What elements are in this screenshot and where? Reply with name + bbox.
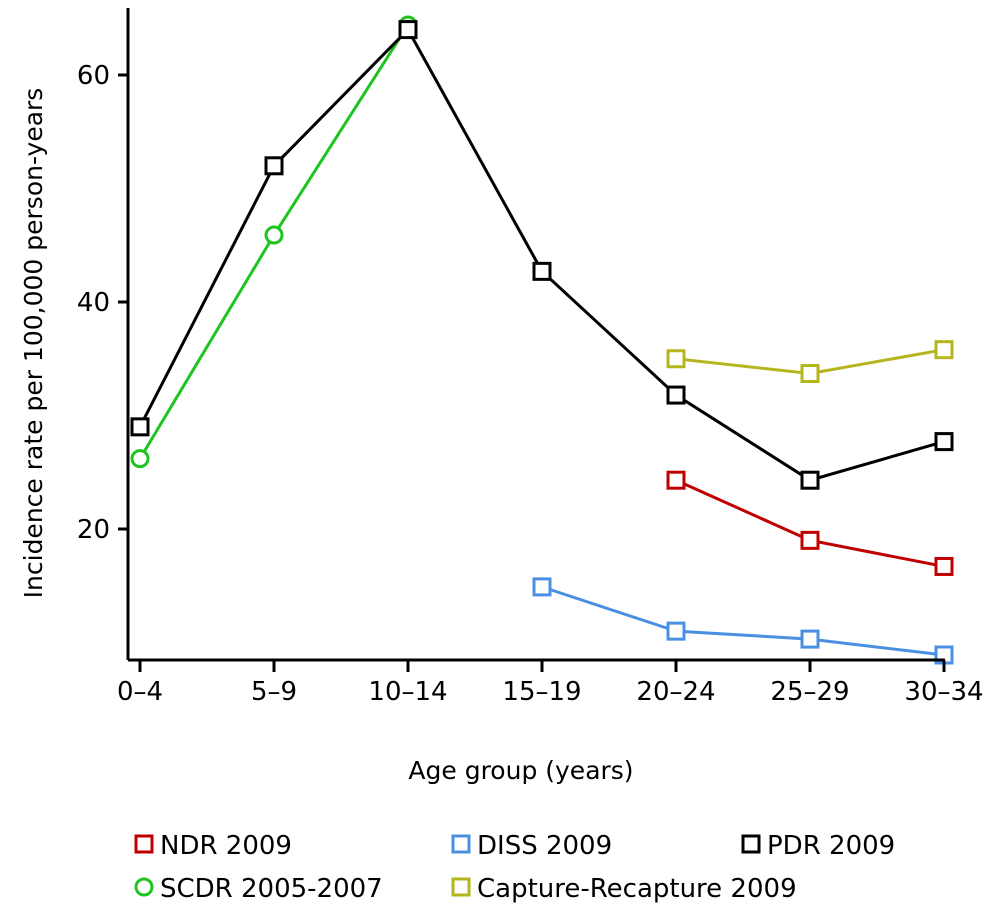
plot-area (130, 15, 954, 665)
data-point-capture-recapture-2009 (666, 349, 686, 369)
legend-item-scdr-2005-2007: SCDR 2005-2007 (134, 874, 383, 904)
data-point-ndr-2009 (934, 556, 954, 576)
data-point-pdr-2009 (398, 20, 418, 40)
data-point-pdr-2009 (130, 417, 150, 437)
y-tick-label: 60 (77, 61, 110, 91)
x-tick-label: 15–19 (502, 677, 581, 707)
data-point-pdr-2009 (934, 432, 954, 452)
y-tick-label: 40 (77, 288, 110, 318)
data-point-capture-recapture-2009 (800, 364, 820, 384)
x-tick-label: 0–4 (117, 677, 163, 707)
data-point-diss-2009 (532, 577, 552, 597)
data-point-ndr-2009 (666, 470, 686, 490)
legend-item-capture-recapture-2009: Capture-Recapture 2009 (451, 874, 797, 904)
legend: NDR 2009 DISS 2009 PDR 2009 SCDR 2005-2007 C… (134, 831, 895, 904)
legend-label: PDR 2009 (767, 831, 895, 861)
data-point-pdr-2009 (800, 470, 820, 490)
data-point-ndr-2009 (800, 530, 820, 550)
legend-item-pdr-2009: PDR 2009 (741, 831, 895, 861)
x-tick-label: 5–9 (251, 677, 297, 707)
axes: 20 40 60 0–4 5–9 10–14 15–19 20–24 25–29 30–34 (77, 8, 984, 707)
legend-label: DISS 2009 (477, 831, 612, 861)
x-tick-label: 10–14 (368, 677, 447, 707)
legend-item-ndr-2009: NDR 2009 (134, 831, 292, 861)
legend-marker (741, 834, 761, 854)
data-point-scdr-2005-2007 (264, 225, 284, 245)
data-point-diss-2009 (800, 629, 820, 649)
legend-label: NDR 2009 (160, 831, 292, 861)
series-line-diss-2009 (541, 585, 945, 657)
x-tick-label: 20–24 (636, 677, 715, 707)
data-point-capture-recapture-2009 (934, 340, 954, 360)
legend-marker (134, 877, 154, 897)
legend-marker (134, 834, 154, 854)
data-point-pdr-2009 (532, 261, 552, 281)
x-axis-title: Age group (years) (408, 756, 633, 785)
legend-label: SCDR 2005-2007 (160, 874, 383, 904)
series-line-ndr-2009 (675, 478, 945, 568)
y-axis-title: Incidence rate per 100,000 person-years (19, 88, 48, 599)
data-point-pdr-2009 (666, 385, 686, 405)
legend-marker (451, 877, 471, 897)
data-point-pdr-2009 (264, 156, 284, 176)
legend-item-diss-2009: DISS 2009 (451, 831, 612, 861)
y-tick-label: 20 (77, 515, 110, 545)
data-point-diss-2009 (666, 621, 686, 641)
data-point-scdr-2005-2007 (130, 449, 150, 469)
legend-marker (451, 834, 471, 854)
x-tick-label: 25–29 (770, 677, 849, 707)
legend-label: Capture-Recapture 2009 (477, 874, 797, 904)
x-tick-label: 30–34 (904, 677, 983, 707)
